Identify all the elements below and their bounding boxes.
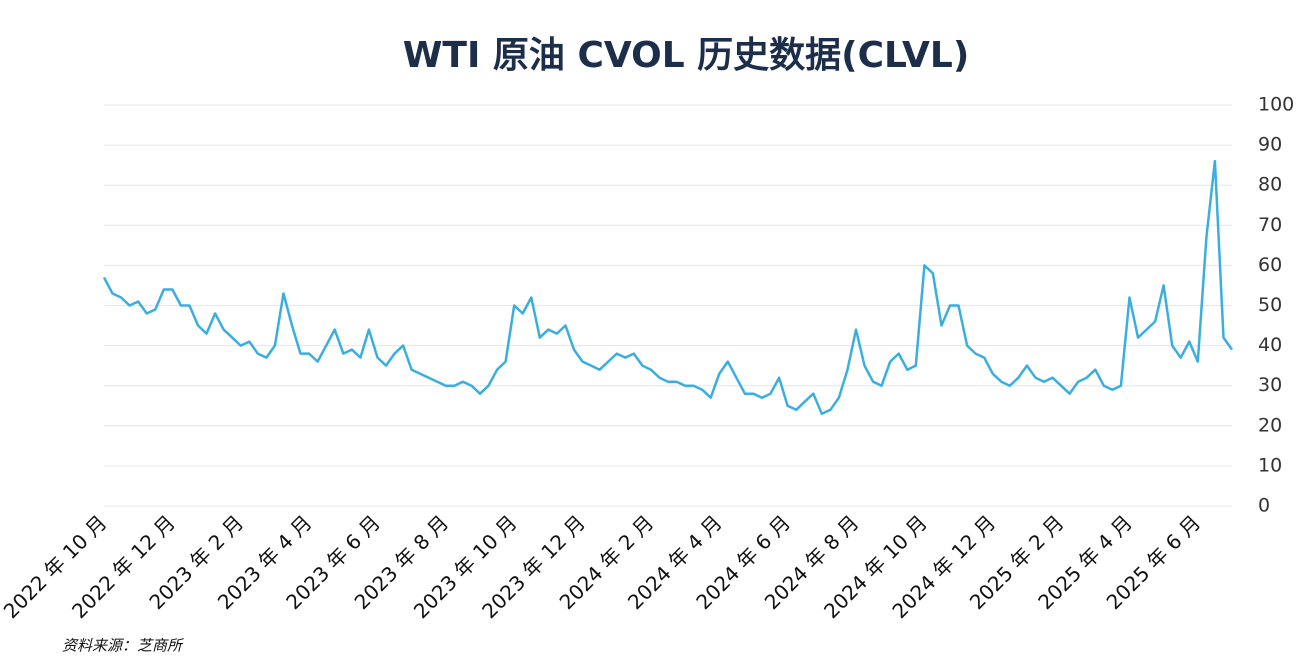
y-tick-label: 20 [1258, 414, 1282, 436]
source-note: 资料来源：芝商所 [62, 637, 184, 655]
data-line [102, 159, 1234, 416]
y-tick-label: 90 [1258, 134, 1282, 156]
y-tick-label: 10 [1258, 454, 1282, 476]
y-tick-label: 0 [1258, 495, 1270, 517]
y-tick-label: 60 [1258, 254, 1282, 276]
y-tick-label: 100 [1258, 94, 1294, 116]
y-tick-label: 40 [1258, 334, 1282, 356]
y-tick-label: 30 [1258, 374, 1282, 396]
y-tick-label: 80 [1258, 174, 1282, 196]
chart-title: WTI 原油 CVOL 历史数据(CLVL) [403, 35, 970, 76]
y-tick-label: 50 [1258, 294, 1282, 316]
y-tick-label: 70 [1258, 214, 1282, 236]
